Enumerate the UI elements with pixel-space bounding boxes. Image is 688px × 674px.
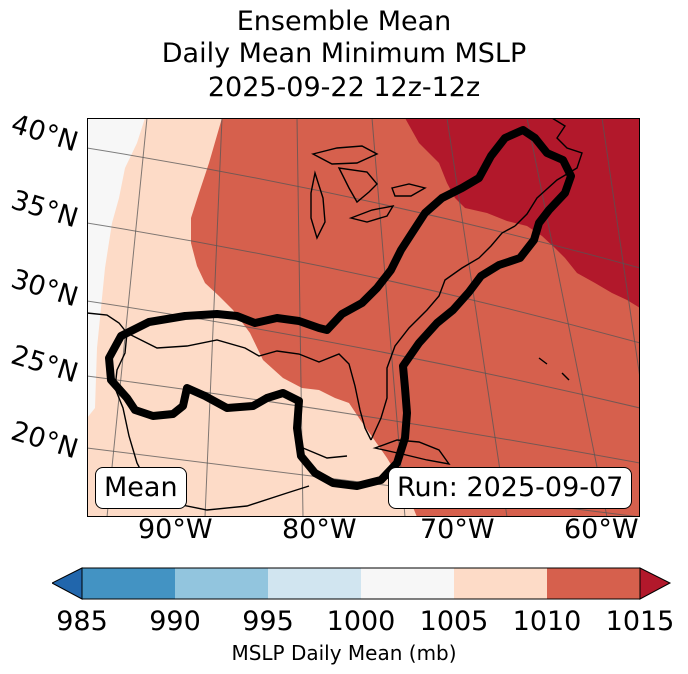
map-frame (87, 118, 640, 517)
mean-label-box: Mean (95, 467, 187, 509)
colorbar-bin-985-990 (82, 568, 175, 599)
pressure-band-above-1015 (405, 118, 640, 308)
ensemble-contour (105, 126, 575, 490)
colorbar-tick-995: 995 (242, 606, 294, 637)
lat-label-35n: 35°N (7, 184, 82, 235)
lon-label-80w: 80°W (282, 514, 357, 545)
colorbar-tick-1005: 1005 (419, 606, 489, 637)
colorbar-tick-985: 985 (56, 606, 108, 637)
title-line-1: Ensemble Mean (236, 6, 452, 37)
run-date-box: Run: 2025-09-07 (388, 467, 633, 509)
lon-label-90w: 90°W (138, 514, 213, 545)
lat-label-30n: 30°N (7, 263, 82, 314)
lat-label-25n: 25°N (7, 339, 82, 390)
title-line-2: Daily Mean Minimum MSLP (161, 38, 527, 69)
colorbar-over-arrow (639, 567, 672, 600)
colorbar-tick-1010: 1010 (512, 606, 582, 637)
colorbar (52, 567, 672, 600)
colorbar-under-arrow (52, 567, 83, 600)
colorbar-bin-995-1000 (268, 568, 361, 599)
great-lakes (310, 145, 427, 240)
colorbar-bin-1000-1005 (361, 568, 454, 599)
lon-label-60w: 60°W (564, 514, 639, 545)
title-line-3: 2025-09-22 12z-12z (207, 72, 481, 103)
colorbar-outline (81, 567, 641, 600)
lat-label-20n: 20°N (7, 415, 82, 466)
pressure-map (87, 118, 640, 517)
colorbar-tick-1000: 1000 (326, 606, 396, 637)
lat-label-40n: 40°N (7, 108, 82, 159)
colorbar-bin-1005-1010 (454, 568, 547, 599)
colorbar-bin-1010-1015 (547, 568, 640, 599)
colorbar-bin-990-995 (175, 568, 268, 599)
lon-label-70w: 70°W (420, 514, 495, 545)
pressure-band-1000-1005 (87, 118, 145, 418)
colorbar-label: MSLP Daily Mean (mb) (231, 641, 457, 665)
colorbar-tick-990: 990 (149, 606, 201, 637)
colorbar-tick-1015: 1015 (605, 606, 675, 637)
